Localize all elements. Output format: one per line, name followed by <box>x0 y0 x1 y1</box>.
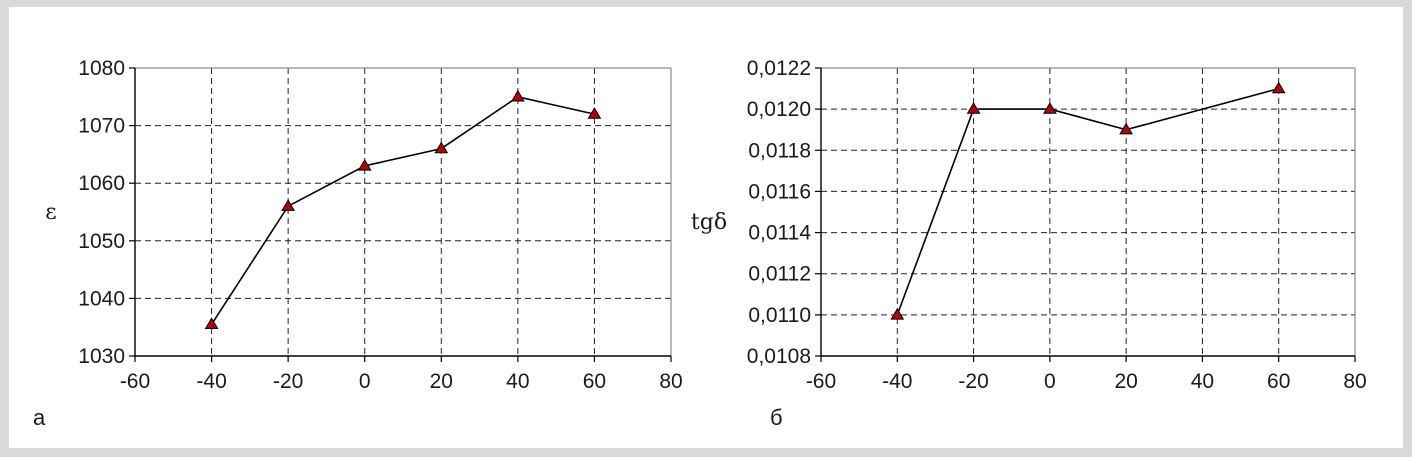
data-point-marker <box>281 199 295 211</box>
data-point-marker <box>357 158 372 171</box>
figure-canvas: 1030 1040 1050 1060 1070 1080 -60 -40 -20 0 20 40 60… <box>9 7 1403 448</box>
y-tick-label: 1080 <box>78 57 125 80</box>
x-tick-label: -60 <box>120 370 150 393</box>
x-tick-label: -40 <box>882 370 912 393</box>
chart-panel-2: 0,0108 0,0110 0,0112 0,0114 0,0116 0,0118 0,01… <box>691 57 1367 430</box>
x-tick-label: -60 <box>806 370 836 393</box>
y-axis-title: ε <box>45 200 56 225</box>
data-point-marker <box>1043 102 1057 114</box>
panel-label: б <box>770 405 783 430</box>
y-tick-label: 0,0120 <box>747 98 811 121</box>
data-point-marker <box>511 89 525 102</box>
x-tick-label: 80 <box>1343 370 1366 393</box>
x-tick-label: 20 <box>430 370 453 393</box>
x-tick-label: -40 <box>196 370 226 393</box>
y-tick-label: 0,0114 <box>748 222 811 245</box>
y-axis-title: tgδ <box>691 210 727 235</box>
y-tick-label: 1030 <box>78 345 125 368</box>
x-tick-label: -20 <box>273 370 303 393</box>
y-tick-label: 0,0122 <box>747 57 811 80</box>
y-tick-label: 1060 <box>78 172 125 195</box>
x-tick-label: 0 <box>1044 370 1056 393</box>
y-tick-label: 0,0108 <box>747 345 811 368</box>
y-tick-label: 0,0112 <box>748 263 811 286</box>
plot-area <box>821 68 1355 356</box>
data-point-marker <box>1271 81 1286 94</box>
y-tick-label: 0,0110 <box>748 304 811 327</box>
x-tick-label: -20 <box>958 370 988 393</box>
plot-area <box>135 68 671 356</box>
y-tick-label: 0,0116 <box>748 180 811 203</box>
x-tick-label: 0 <box>359 370 371 393</box>
y-tick-label: 1040 <box>78 287 125 310</box>
panel-label: а <box>33 405 46 430</box>
x-tick-label: 60 <box>583 370 606 393</box>
x-tick-label: 60 <box>1267 370 1290 393</box>
chart-panel-1: 1030 1040 1050 1060 1070 1080 -60 -40 -20 0 20 40 60… <box>33 57 683 430</box>
y-tick-label: 1070 <box>78 115 125 138</box>
data-point-marker <box>966 102 981 114</box>
y-tick-label: 1050 <box>78 230 125 253</box>
x-tick-label: 20 <box>1114 370 1137 393</box>
data-point-marker <box>204 317 219 329</box>
data-point-marker <box>434 141 449 154</box>
y-tick-label: 0,0118 <box>748 139 811 162</box>
series-line <box>210 95 595 325</box>
data-point-marker <box>587 107 602 119</box>
x-tick-label: 40 <box>506 370 529 393</box>
x-tick-label: 40 <box>1191 370 1214 393</box>
data-point-marker <box>890 307 905 320</box>
data-point-marker <box>1119 122 1133 135</box>
x-tick-label: 80 <box>659 370 682 393</box>
figure-svg: 1030 1040 1050 1060 1070 1080 -60 -40 -20 0 20 40 60… <box>33 57 1367 430</box>
